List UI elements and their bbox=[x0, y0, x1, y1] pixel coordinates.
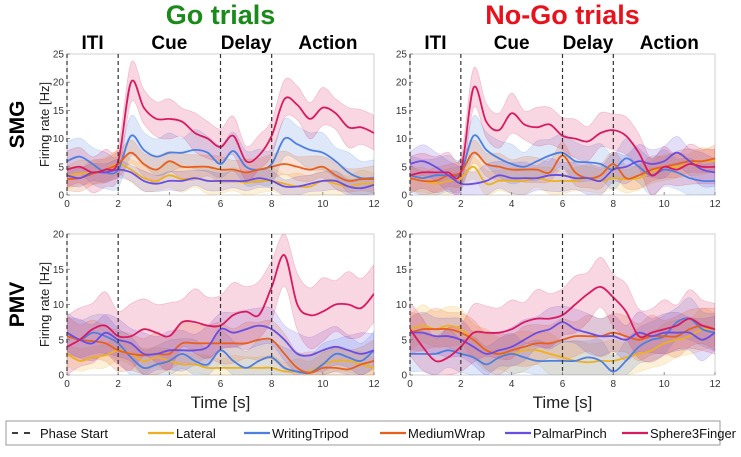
series-line-mediumwrap bbox=[67, 335, 374, 374]
y-tick-label: 5 bbox=[401, 335, 407, 346]
legend-entry: Sphere3Finger bbox=[622, 426, 737, 441]
x-tick-label: 2 bbox=[458, 199, 464, 210]
x-tick-label: 6 bbox=[218, 199, 224, 210]
x-tick-label: 0 bbox=[407, 199, 413, 210]
phase-label: Cue bbox=[151, 33, 187, 54]
x-tick-label: 8 bbox=[611, 199, 617, 210]
x-tick-label: 12 bbox=[368, 379, 380, 390]
y-tick-label: 5 bbox=[401, 162, 407, 173]
y-tick-label: 25 bbox=[53, 50, 65, 61]
phase-label: Delay bbox=[221, 33, 272, 54]
x-tick-label: 10 bbox=[317, 199, 329, 210]
phase-label: Action bbox=[640, 33, 699, 54]
series-line-sphere3finger bbox=[410, 85, 715, 180]
x-tick-label: 10 bbox=[659, 379, 671, 390]
legend: Phase Start Lateral WritingTripod MediumWra… bbox=[5, 420, 737, 446]
y-tick-label: 20 bbox=[396, 78, 408, 89]
x-tick-label: 4 bbox=[509, 199, 515, 210]
column-title: No-Go trials bbox=[485, 0, 640, 30]
confidence-band bbox=[67, 60, 374, 194]
y-tick-label: 0 bbox=[401, 191, 407, 202]
y-tick-label: 10 bbox=[53, 134, 65, 145]
column-title: Go trials bbox=[166, 0, 276, 30]
y-tick-label: 5 bbox=[58, 335, 64, 346]
series-line-lateral bbox=[410, 324, 715, 364]
y-tick-label: 15 bbox=[396, 265, 408, 276]
legend-label: MediumWrap bbox=[408, 426, 485, 441]
y-axis-label: Firing rate [Hz] bbox=[37, 82, 52, 167]
legend-label: Lateral bbox=[176, 426, 216, 441]
x-tick-label: 2 bbox=[115, 379, 121, 390]
y-tick-label: 10 bbox=[53, 300, 65, 311]
x-tick-label: 4 bbox=[167, 199, 173, 210]
y-tick-label: 10 bbox=[396, 300, 408, 311]
legend-entry: Phase Start bbox=[12, 426, 108, 441]
y-tick-label: 5 bbox=[58, 162, 64, 173]
x-axis-label: Time [s] bbox=[191, 393, 251, 412]
y-tick-label: 20 bbox=[53, 230, 65, 241]
x-tick-label: 0 bbox=[407, 379, 413, 390]
x-tick-label: 0 bbox=[64, 379, 70, 390]
x-axis-label: Time [s] bbox=[533, 393, 593, 412]
phase-label: Cue bbox=[494, 33, 530, 54]
confidence-band bbox=[410, 257, 715, 375]
x-tick-label: 6 bbox=[560, 199, 566, 210]
y-tick-label: 15 bbox=[396, 106, 408, 117]
panel: 0 2 4 6 8 10 12 0 5 10 15 20 Time [s] bbox=[396, 230, 721, 413]
x-tick-label: 4 bbox=[509, 379, 515, 390]
x-tick-label: 8 bbox=[269, 379, 275, 390]
x-tick-label: 8 bbox=[269, 199, 275, 210]
panel: 0 2 4 6 8 10 12 0 5 10 15 20 25 Firing rate [Hz] bbox=[37, 50, 380, 211]
x-tick-label: 2 bbox=[458, 379, 464, 390]
x-tick-label: 12 bbox=[368, 199, 380, 210]
phase-label: Action bbox=[298, 33, 357, 54]
legend-entry: WritingTripod bbox=[244, 426, 349, 441]
y-tick-label: 0 bbox=[58, 371, 64, 382]
row-label: PMV bbox=[6, 282, 29, 328]
legend-entry: PalmarPinch bbox=[505, 426, 607, 441]
phase-label: ITI bbox=[81, 33, 103, 54]
y-tick-label: 25 bbox=[396, 50, 408, 61]
confidence-band bbox=[67, 150, 374, 195]
x-tick-label: 6 bbox=[560, 379, 566, 390]
row-label: SMG bbox=[6, 101, 29, 149]
x-tick-label: 10 bbox=[317, 379, 329, 390]
x-tick-label: 8 bbox=[611, 379, 617, 390]
x-tick-label: 6 bbox=[218, 379, 224, 390]
x-tick-label: 12 bbox=[709, 199, 721, 210]
x-tick-label: 10 bbox=[659, 199, 671, 210]
legend-entry: Lateral bbox=[148, 426, 216, 441]
x-tick-label: 0 bbox=[64, 199, 70, 210]
y-tick-label: 15 bbox=[53, 106, 65, 117]
legend-label: Phase Start bbox=[40, 426, 108, 441]
legend-label: WritingTripod bbox=[272, 426, 349, 441]
phase-label: Delay bbox=[563, 33, 614, 54]
y-tick-label: 10 bbox=[396, 134, 408, 145]
x-tick-label: 12 bbox=[709, 379, 721, 390]
legend-label: PalmarPinch bbox=[533, 426, 607, 441]
legend-box bbox=[5, 420, 721, 446]
y-axis-label: Firing rate [Hz] bbox=[37, 262, 52, 347]
y-tick-label: 0 bbox=[58, 191, 64, 202]
phase-label: ITI bbox=[424, 33, 446, 54]
panel: 0 2 4 6 8 10 12 0 5 10 15 20 25 bbox=[396, 50, 721, 211]
y-tick-label: 20 bbox=[396, 230, 408, 241]
panel: 0 2 4 6 8 10 12 0 5 10 15 20 Firing rate [Hz] Time [s… bbox=[37, 230, 380, 413]
legend-entry: MediumWrap bbox=[380, 426, 485, 441]
y-tick-label: 0 bbox=[401, 371, 407, 382]
y-tick-label: 20 bbox=[53, 78, 65, 89]
x-tick-label: 2 bbox=[115, 199, 121, 210]
legend-label: Sphere3Finger bbox=[650, 426, 737, 441]
series-line-writingtripod bbox=[67, 331, 374, 375]
y-tick-label: 15 bbox=[53, 265, 65, 276]
x-tick-label: 4 bbox=[167, 379, 173, 390]
